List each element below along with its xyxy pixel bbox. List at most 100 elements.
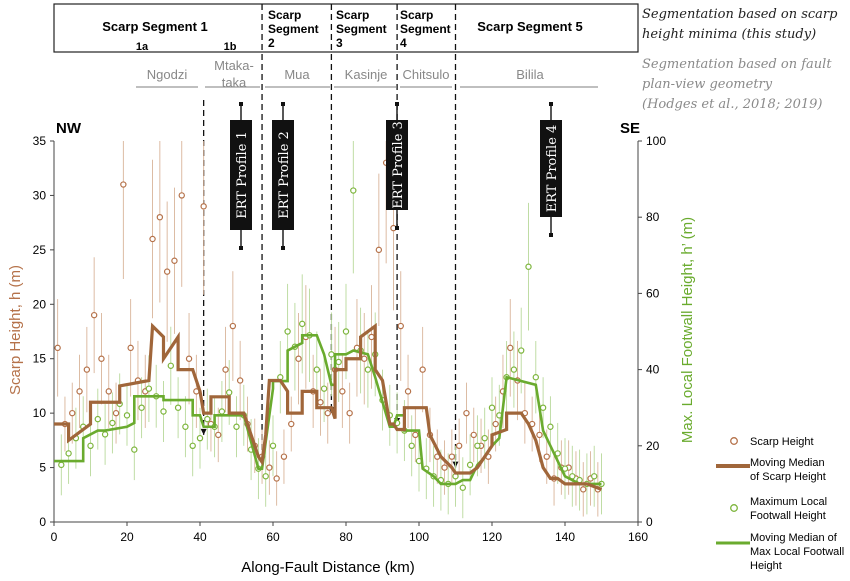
legend-scarp-label: Scarp Height bbox=[750, 436, 814, 448]
segment-sub-label-1b: 1b bbox=[224, 41, 237, 53]
footwall-point bbox=[459, 484, 466, 491]
segment-label-5: Scarp Segment 5 bbox=[477, 19, 583, 34]
scarp-point bbox=[76, 388, 83, 395]
ert-profile-label-1: ERT Profile 1 bbox=[235, 131, 250, 219]
tick-labels: 0 20 40 60 80 100 120 140 1600510152025303502040… bbox=[33, 134, 667, 544]
y-right-tick-label-0: 0 bbox=[646, 515, 653, 529]
footwall-point bbox=[204, 415, 211, 423]
segment-label-1: Scarp Segment 1 bbox=[102, 19, 208, 34]
footwall-point bbox=[488, 404, 496, 411]
label-mtakataka-1: Mtaka- bbox=[214, 58, 254, 73]
y-left-tick-label-6: 30 bbox=[33, 188, 47, 202]
footwall-point bbox=[233, 423, 240, 430]
note-fault-line2: plan-view geometry bbox=[642, 77, 773, 92]
legend-median-scarp-label-1: Moving Median bbox=[750, 457, 825, 469]
note-scarp-line1: Segmentation based on scarp bbox=[642, 7, 838, 22]
ert-profile-label-4: ERT Profile 4 bbox=[545, 125, 560, 213]
data-points bbox=[54, 159, 605, 493]
scarp-point bbox=[98, 355, 105, 362]
scarp-point bbox=[470, 431, 477, 439]
scarp-point bbox=[346, 409, 353, 417]
ert-profile-endcap-bottom-1 bbox=[239, 246, 243, 250]
footwall-point bbox=[342, 328, 350, 335]
footwall-point bbox=[284, 328, 291, 335]
scarp-point bbox=[339, 388, 346, 395]
footwall-point bbox=[101, 431, 109, 438]
ert-profile-label-3: ERT Profile 3 bbox=[391, 121, 406, 209]
scarp-point bbox=[441, 464, 448, 471]
legend-median-footwall-label-3: Height bbox=[750, 560, 782, 572]
scarp-point bbox=[463, 409, 470, 417]
footwall-point bbox=[299, 320, 306, 328]
label-mua: Mua bbox=[284, 67, 310, 82]
x-tick-label-2: 40 bbox=[193, 530, 207, 544]
footwall-point bbox=[466, 461, 474, 469]
y-left-tick-label-0: 0 bbox=[39, 515, 46, 529]
scarp-point bbox=[536, 431, 543, 439]
scarp-point bbox=[273, 475, 280, 482]
footwall-point bbox=[123, 412, 131, 419]
footwall-point bbox=[547, 423, 554, 430]
scarp-point bbox=[375, 246, 383, 254]
footwall-point bbox=[474, 442, 481, 449]
footwall-point bbox=[269, 442, 277, 449]
scarp-point bbox=[412, 431, 419, 439]
footwall-point bbox=[196, 434, 204, 442]
segment-boundary-arrow-0 bbox=[200, 428, 207, 435]
segment-label-2-number: 2 bbox=[268, 36, 275, 50]
x-tick-label-0: 0 bbox=[51, 530, 58, 544]
label-bilila: Bilila bbox=[516, 67, 544, 82]
y-left-tick-label-1: 5 bbox=[39, 461, 46, 475]
footwall-point bbox=[174, 404, 182, 411]
scarp-point bbox=[288, 420, 295, 428]
segment-label-4-line1: Scarp bbox=[400, 8, 433, 22]
scarp-point bbox=[222, 366, 229, 373]
segment-label-3-line2: Segment bbox=[336, 22, 387, 36]
y-axis-right-title: Max. Local Footwall Height, h’ (m) bbox=[679, 217, 696, 443]
scarp-point bbox=[455, 442, 463, 449]
label-mtakataka-2: taka bbox=[222, 75, 247, 90]
ert-profile-endcap-bottom-4 bbox=[549, 233, 553, 237]
ert-profile-box-3 bbox=[386, 120, 408, 210]
x-tick-label-6: 120 bbox=[482, 530, 502, 544]
legend-median-scarp-label-2: of Scarp Height bbox=[750, 471, 826, 483]
y-left-tick-label-5: 25 bbox=[33, 243, 47, 257]
fault-segment-arrows: Ngodzi Mtaka- taka Mua Kasinje Chitsulo … bbox=[136, 58, 598, 90]
segment-label-4-number: 4 bbox=[400, 36, 407, 50]
footwall-point bbox=[160, 408, 167, 415]
scarp-point bbox=[171, 257, 178, 264]
ert-profile-box-4 bbox=[540, 120, 562, 217]
scarp-point bbox=[90, 311, 98, 319]
scarp-point bbox=[54, 344, 61, 352]
ert-profile-box-2 bbox=[272, 120, 294, 230]
x-tick-label-1: 20 bbox=[120, 530, 134, 544]
footwall-point bbox=[539, 404, 547, 411]
footwall-point bbox=[225, 389, 233, 396]
footwall-point bbox=[518, 347, 525, 354]
y-right-tick-label-4: 80 bbox=[646, 210, 660, 224]
legend-footwall-label-2: Footwall Height bbox=[750, 510, 826, 522]
scarp-point bbox=[266, 464, 273, 471]
footwall-point bbox=[350, 187, 357, 194]
footwall-point bbox=[481, 434, 488, 442]
footwall-point bbox=[182, 423, 189, 430]
scarp-point bbox=[543, 453, 550, 460]
y-right-tick-label-2: 40 bbox=[646, 363, 660, 377]
footwall-point bbox=[189, 442, 196, 449]
x-tick-label-7: 140 bbox=[555, 530, 575, 544]
footwall-point bbox=[65, 450, 72, 457]
ert-profile-endcap-top-3 bbox=[395, 102, 399, 106]
legend-median-footwall-label-2: Max Local Footwall bbox=[750, 546, 844, 558]
legend-scarp-marker bbox=[730, 437, 738, 445]
x-tick-label-5: 100 bbox=[409, 530, 429, 544]
scarp-point bbox=[127, 344, 134, 352]
scarp-point bbox=[317, 399, 324, 406]
scarp-point bbox=[295, 355, 302, 362]
median-scarp-line bbox=[54, 322, 603, 491]
scarp-point bbox=[163, 268, 171, 275]
footwall-point bbox=[320, 385, 328, 392]
scarp-point bbox=[178, 192, 185, 199]
error-bars bbox=[57, 141, 602, 519]
scarp-point bbox=[149, 235, 156, 243]
ert-profile-endcap-top-4 bbox=[549, 102, 553, 106]
